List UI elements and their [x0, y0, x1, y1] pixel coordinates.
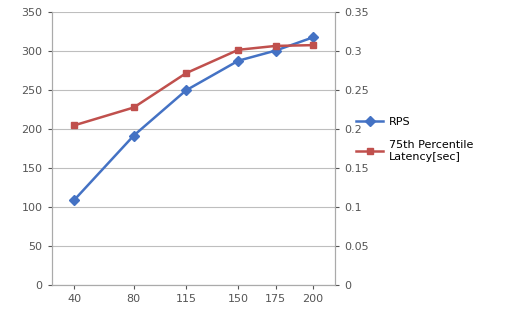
RPS [235, 59, 241, 63]
RPS [272, 49, 279, 52]
RPS [310, 35, 316, 39]
75th Percentile
Latency[sec] [310, 43, 316, 47]
Legend: RPS, 75th Percentile
Latency[sec]: RPS, 75th Percentile Latency[sec] [351, 113, 478, 166]
75th Percentile
Latency[sec] [131, 106, 137, 109]
RPS [71, 198, 77, 202]
75th Percentile
Latency[sec] [235, 48, 241, 52]
75th Percentile
Latency[sec] [272, 44, 279, 48]
Line: 75th Percentile
Latency[sec]: 75th Percentile Latency[sec] [71, 42, 316, 129]
RPS [131, 134, 137, 137]
75th Percentile
Latency[sec] [183, 71, 189, 75]
RPS [183, 88, 189, 92]
Line: RPS: RPS [71, 34, 316, 204]
75th Percentile
Latency[sec] [71, 124, 77, 127]
